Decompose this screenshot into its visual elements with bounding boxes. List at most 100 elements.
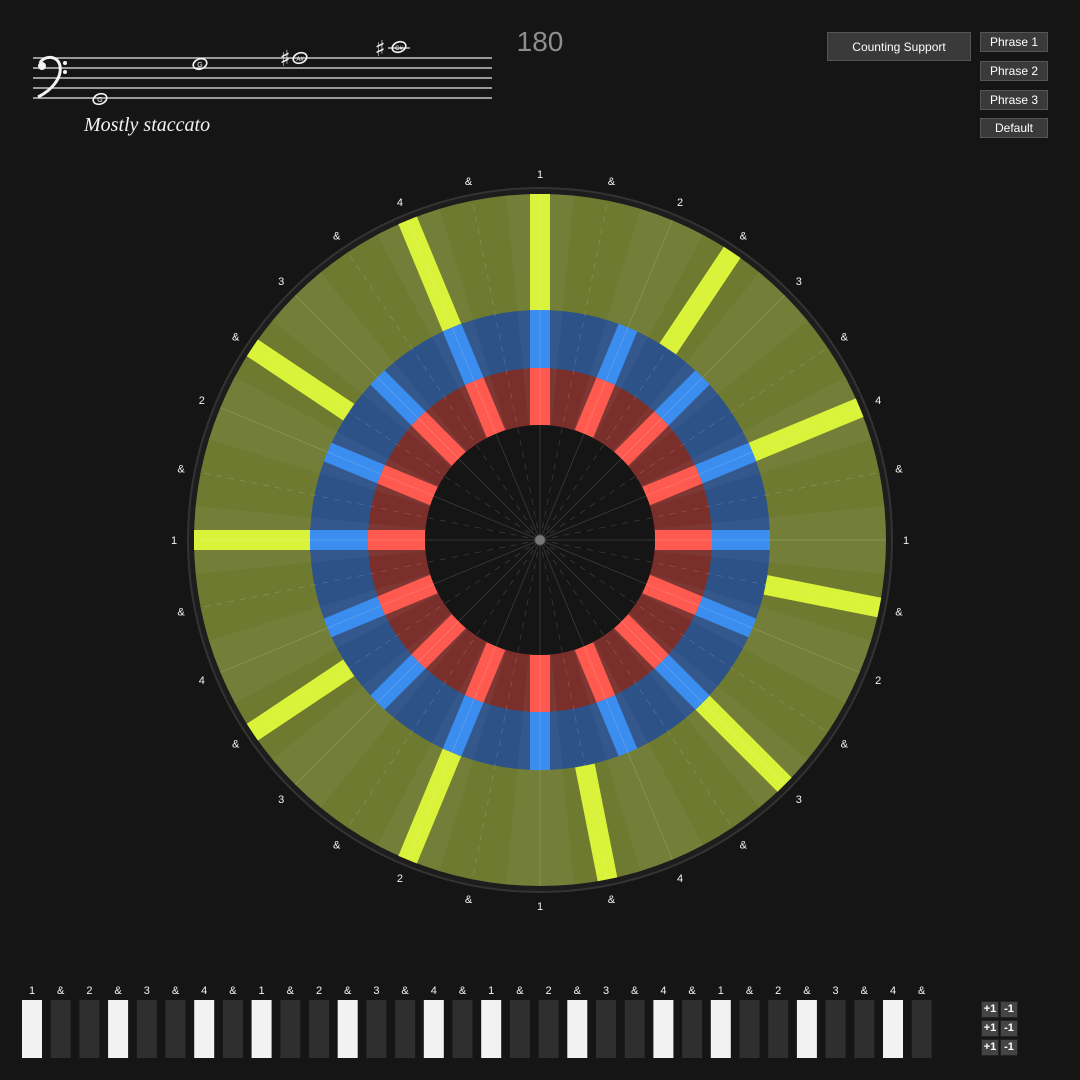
inner-ring-beat-marker[interactable]	[530, 655, 550, 712]
inner-ring-beat-marker[interactable]	[574, 377, 616, 438]
adjust-minus-1-button[interactable]: -1	[1000, 1001, 1018, 1018]
wheel-count-label: 1	[903, 535, 909, 547]
outer-ring-beat-marker[interactable]	[748, 398, 864, 462]
beat-cell[interactable]	[108, 1000, 129, 1058]
inner-ring-beat-marker[interactable]	[411, 614, 466, 669]
middle-ring-beat-marker[interactable]	[323, 442, 385, 484]
middle-ring-beat-marker[interactable]	[442, 323, 484, 385]
beat-cell[interactable]	[911, 1000, 932, 1058]
adjust-minus-2-button[interactable]: -1	[1000, 1020, 1018, 1037]
inner-ring-beat-marker[interactable]	[530, 368, 550, 425]
beat-cell[interactable]	[854, 1000, 875, 1058]
adjust-plus-2-button[interactable]: +1	[981, 1020, 999, 1037]
adjust-minus-3-button[interactable]: -1	[1000, 1039, 1018, 1056]
beat-cell[interactable]	[280, 1000, 301, 1058]
outer-ring-beat-marker[interactable]	[530, 194, 550, 310]
wheel-hub	[535, 535, 545, 545]
inner-ring-beat-marker[interactable]	[411, 411, 466, 466]
inner-ring-beat-marker[interactable]	[614, 614, 669, 669]
inner-ring-beat-marker[interactable]	[377, 574, 438, 616]
beat-cell[interactable]	[768, 1000, 789, 1058]
middle-ring-beat-marker[interactable]	[695, 442, 757, 484]
inner-ring-beat-marker[interactable]	[377, 464, 438, 506]
outer-ring-beat-marker[interactable]	[575, 763, 618, 882]
beat-cell[interactable]	[165, 1000, 186, 1058]
spoke-line	[295, 295, 541, 541]
middle-ring-beat-marker[interactable]	[530, 310, 550, 368]
middle-ring-beat-marker[interactable]	[323, 596, 385, 638]
beat-cell[interactable]	[509, 1000, 530, 1058]
beat-cell[interactable]	[739, 1000, 760, 1058]
default-button[interactable]: Default	[980, 118, 1048, 138]
inner-ring-beat-marker[interactable]	[642, 464, 703, 506]
middle-ring-beat-marker[interactable]	[654, 370, 710, 426]
middle-ring-beat-marker[interactable]	[695, 596, 757, 638]
beat-cell[interactable]	[452, 1000, 473, 1058]
inner-ring-beat-marker[interactable]	[614, 411, 669, 466]
outer-ring-beat-marker[interactable]	[246, 339, 355, 421]
middle-ring-beat-marker[interactable]	[712, 530, 770, 550]
spoke-line	[539, 347, 828, 541]
outer-ring-beat-marker[interactable]	[763, 575, 882, 618]
spoke-line	[539, 539, 673, 860]
phrase-3-button[interactable]: Phrase 3	[980, 90, 1048, 110]
beat-cell[interactable]	[538, 1000, 559, 1058]
outer-ring-beat-marker[interactable]	[659, 246, 741, 355]
wheel-count-label: &	[465, 176, 473, 188]
svg-text:G: G	[197, 62, 202, 69]
beat-cell[interactable]	[567, 1000, 588, 1058]
inner-ring-beat-marker[interactable]	[368, 530, 425, 550]
middle-ring-beat-marker[interactable]	[442, 695, 484, 757]
beat-cell[interactable]	[194, 1000, 215, 1058]
outer-ring-beat-marker[interactable]	[398, 216, 462, 332]
beat-cell[interactable]	[309, 1000, 329, 1058]
beat-cell[interactable]	[222, 1000, 243, 1058]
svg-text:A#: A#	[296, 57, 304, 63]
beat-cell[interactable]	[825, 1000, 846, 1058]
adjust-plus-1-button[interactable]: +1	[981, 1001, 999, 1018]
beat-cell[interactable]	[710, 1000, 731, 1058]
spoke-line	[407, 220, 541, 541]
beat-cell[interactable]	[22, 1000, 42, 1058]
middle-ring-beat-marker[interactable]	[596, 695, 638, 757]
beat-cell[interactable]	[337, 1000, 358, 1058]
inner-ring-beat-marker[interactable]	[655, 530, 712, 550]
wheel-count-label: 2	[875, 675, 881, 687]
beat-cell[interactable]	[136, 1000, 157, 1058]
middle-ring-beat-marker[interactable]	[530, 712, 550, 770]
middle-ring-beat-marker[interactable]	[654, 654, 710, 710]
beat-cell[interactable]	[596, 1000, 616, 1058]
beat-cell[interactable]	[481, 1000, 502, 1058]
adjust-plus-3-button[interactable]: +1	[981, 1039, 999, 1056]
phrase-2-button[interactable]: Phrase 2	[980, 61, 1048, 81]
beat-cell[interactable]	[79, 1000, 100, 1058]
beat-cell[interactable]	[395, 1000, 416, 1058]
counting-support-button[interactable]: Counting Support	[827, 32, 971, 61]
wheel-count-label: 3	[278, 794, 284, 806]
inner-ring-beat-marker[interactable]	[574, 642, 616, 703]
outer-ring-beat-marker[interactable]	[398, 748, 462, 864]
beat-cell[interactable]	[423, 1000, 444, 1058]
beat-cell[interactable]	[796, 1000, 817, 1058]
beat-cell[interactable]	[883, 1000, 903, 1058]
beat-cell[interactable]	[624, 1000, 645, 1058]
outer-ring-beat-marker[interactable]	[246, 659, 355, 741]
inner-ring-beat-marker[interactable]	[464, 377, 506, 438]
beat-cell[interactable]	[366, 1000, 387, 1058]
inner-ring-beat-marker[interactable]	[642, 574, 703, 616]
middle-ring-beat-marker[interactable]	[370, 654, 426, 710]
beat-cell[interactable]	[682, 1000, 703, 1058]
beat-cell[interactable]	[251, 1000, 272, 1058]
phrase-1-button[interactable]: Phrase 1	[980, 32, 1048, 52]
middle-ring-beat-marker[interactable]	[370, 370, 426, 426]
middle-ring-beat-marker[interactable]	[596, 323, 638, 385]
middle-ring-beat-marker[interactable]	[310, 530, 368, 550]
outer-ring-beat-marker[interactable]	[695, 695, 792, 792]
beat-cell[interactable]	[653, 1000, 674, 1058]
outer-ring-beat-marker[interactable]	[194, 530, 310, 550]
wheel-count-label: 4	[397, 197, 403, 209]
beat-cell[interactable]	[50, 1000, 71, 1058]
inner-ring-beat-marker[interactable]	[464, 642, 506, 703]
